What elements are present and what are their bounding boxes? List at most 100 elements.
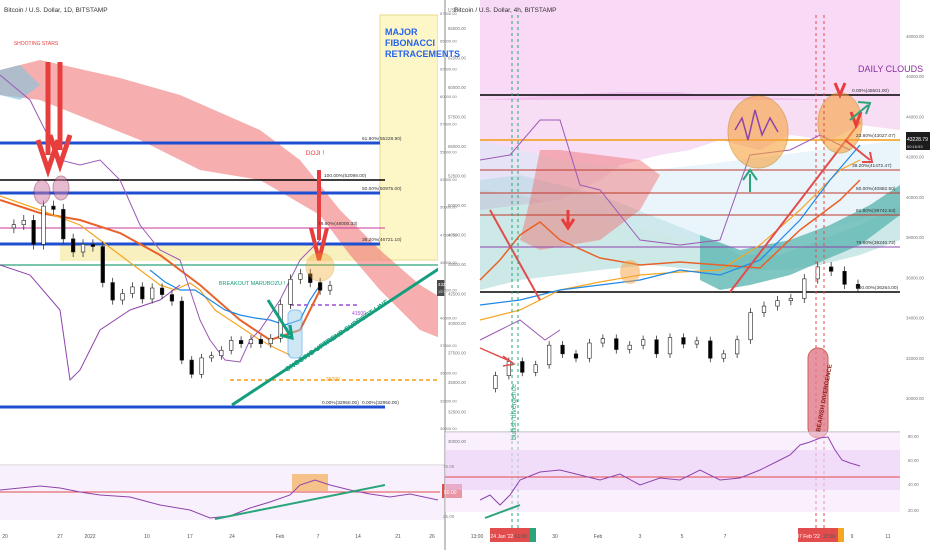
star-highlight-2 [52, 175, 70, 201]
candle-body [587, 342, 592, 359]
left-lagging-line-2 [0, 264, 181, 382]
date-hl-feb7 [798, 528, 838, 542]
right-y-tick: 55000.00 [448, 144, 467, 149]
left-rsi-line [0, 479, 439, 519]
left-y-tick: 32500.00 [440, 398, 457, 403]
right-y-tick: 30000.00 [448, 439, 467, 444]
right-price-tag-sub: 00:16:53 [907, 144, 923, 149]
breakout-label: BREAKOUT MARUBOZU ! [219, 281, 286, 287]
right-y-tick: 57500.00 [448, 115, 467, 120]
candle-body [268, 337, 273, 345]
fib-label: 0.00%(32950.00) [322, 400, 359, 406]
candle-body [41, 205, 46, 245]
doji-highlight [305, 252, 335, 282]
left-price-tag-sub: 15:16:53 [438, 289, 454, 294]
candle-body [560, 344, 565, 355]
candle-body [90, 244, 96, 247]
candle-body [855, 284, 861, 289]
right-ma-blue [479, 144, 861, 306]
candle-body [327, 285, 333, 291]
left-y-tick: 62500.00 [440, 66, 457, 71]
right-x-tick: 30 [552, 534, 558, 540]
left-x-tick: 21 [395, 534, 401, 540]
candle-body [520, 361, 525, 373]
right-y-tick: 50000.00 [448, 203, 467, 208]
left-x-tick: 20 [2, 534, 8, 540]
right-outer-y-tick: 32000.00 [906, 356, 925, 361]
right-x-tick: 01:00 [515, 534, 528, 540]
left-header: Bitcoin / U.S. Dollar, 1D, BITSTAMP [4, 7, 108, 14]
left-axis-strip [438, 0, 445, 550]
candle-body [788, 298, 793, 301]
inset-squiggle [734, 109, 779, 141]
right-y-tick: 60000.00 [448, 85, 467, 90]
left-rsi-tick-25: 25.00 [443, 514, 455, 519]
date-hl-feb7b [838, 528, 844, 542]
left-y-ticks: 67500.00 65000.00 62500.00 60000.00 57500.00… [440, 11, 457, 431]
left-x-tick: Feb [276, 534, 285, 540]
candle-body [829, 266, 834, 272]
right-x-tick: 7 [724, 534, 727, 540]
candle-body [318, 282, 323, 291]
left-x-ticks: 20 27 2022 10 17 24 Feb 7 14 21 26 [2, 534, 435, 540]
top-arrow-3 [849, 101, 872, 121]
right-x-tick: 13:00 [823, 534, 836, 540]
right-rsi-tag-text: 50.00 [909, 476, 922, 482]
candle-body [573, 353, 579, 359]
left-ma-yellow [0, 195, 291, 356]
right-cloud-lightblue [480, 140, 900, 250]
candle-body [189, 359, 194, 375]
candle-body [219, 349, 224, 357]
right-x-tick: 13:00 [471, 534, 484, 540]
bullish-divergence-label: bullish divergence [511, 384, 518, 440]
candle-body [681, 337, 686, 345]
candle-body [120, 293, 125, 301]
candle-body [248, 339, 254, 345]
candle-body [802, 278, 807, 299]
candle-body [761, 305, 767, 313]
candle-body [298, 273, 303, 280]
right-rsi-band [445, 450, 900, 490]
candle-body [140, 286, 145, 300]
left-y-tick: 35000.00 [440, 371, 457, 376]
right-y-tick: 65000.00 [448, 26, 467, 31]
breakout-arrow [266, 299, 294, 341]
candle-body [506, 361, 511, 376]
candle-body [159, 287, 165, 295]
candle-body [815, 266, 820, 280]
right-rsi-divergence-line [484, 504, 521, 519]
right-lagging-line-2 [479, 319, 561, 341]
left-y-tick: 60000.00 [440, 94, 457, 99]
right-rsi-tick: 20.00 [908, 508, 919, 513]
candle-body [169, 294, 175, 302]
right-x-tick: 24 Jan '22 [491, 534, 514, 540]
candle-body [209, 355, 214, 359]
rfib-label: 23.60%(43027.07) [856, 133, 896, 139]
right-outer-y-tick: 42000.00 [906, 155, 925, 160]
candle-body [238, 340, 244, 345]
right-rsi-area [445, 432, 900, 512]
candle-body [288, 278, 293, 305]
right-ma-yellow [479, 159, 861, 321]
fib-label: 100.00%(52098.00) [324, 173, 367, 179]
left-rsi-tick-75: 75.00 [443, 464, 455, 469]
right-rsi-tick: 80.00 [908, 434, 919, 439]
fib-label: 78.60%(48000.33) [318, 221, 358, 227]
uptrend-support-line [231, 266, 441, 407]
right-x-tick: 11 [885, 534, 890, 540]
cloud-arrow [833, 82, 847, 99]
right-axis-strip [900, 0, 932, 550]
left-y-tick: 55000.00 [440, 149, 457, 154]
candle-body [61, 209, 66, 240]
left-y-tick: 52500.00 [440, 177, 457, 182]
top-arrow-2 [844, 139, 874, 163]
candle-body [308, 273, 313, 283]
right-y-tick: 42500.00 [448, 292, 467, 297]
candle-body [71, 238, 76, 253]
candle-body [258, 339, 263, 345]
left-x-tick: 2022 [84, 534, 95, 540]
left-fib-labels: 61.80%(55228.90) 50.00%(50975.00) 38.20%(4… [318, 136, 402, 406]
rfib-label: 100.00%(36264.00) [856, 285, 899, 291]
candle-body [21, 220, 26, 225]
